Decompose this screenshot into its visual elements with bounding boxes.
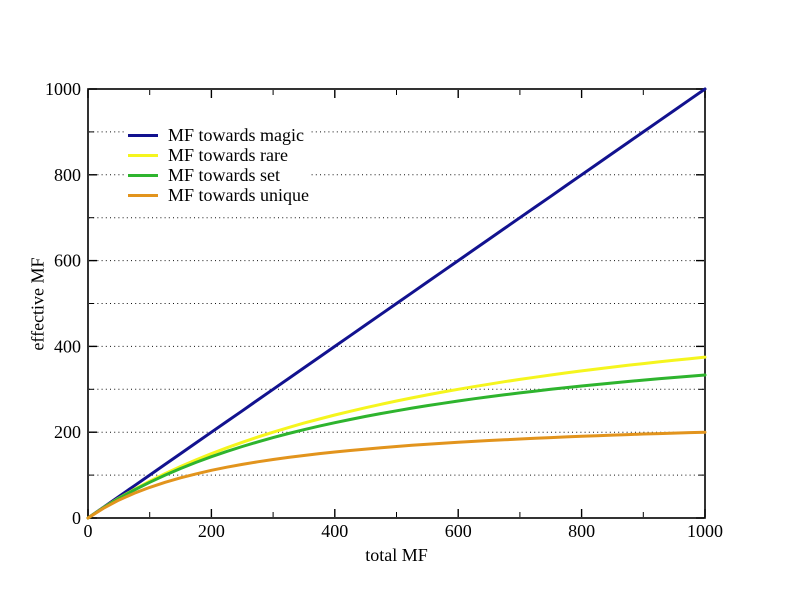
x-tick-label: 800 (568, 521, 595, 541)
y-tick-label: 1000 (45, 79, 81, 99)
legend-line-rare-icon (128, 153, 158, 157)
x-axis-title: total MF (365, 545, 428, 565)
legend: MF towards magic MF towards rare MF towa… (125, 125, 309, 205)
legend-item-unique: MF towards unique (125, 185, 309, 205)
legend-label-unique: MF towards unique (168, 185, 309, 205)
plot-border (87, 88, 706, 519)
x-tick-label: 0 (84, 521, 93, 541)
y-tick-label: 200 (54, 422, 81, 442)
legend-label-magic: MF towards magic (168, 125, 304, 145)
legend-line-set-icon (128, 173, 158, 177)
series-line-unique (86, 430, 707, 520)
legend-item-rare: MF towards rare (125, 145, 309, 165)
legend-item-magic: MF towards magic (125, 125, 309, 145)
series-line-rare (86, 355, 707, 520)
legend-item-set: MF towards set (125, 165, 309, 185)
legend-label-rare: MF towards rare (168, 145, 288, 165)
y-tick-label: 800 (54, 165, 81, 185)
legend-label-set: MF towards set (168, 165, 280, 185)
y-tick-label: 600 (54, 251, 81, 271)
x-tick-label: 600 (445, 521, 472, 541)
y-tick-label: 400 (54, 336, 81, 356)
y-axis-title: effective MF (27, 257, 48, 351)
y-tick-label: 0 (72, 508, 81, 528)
series-line-magic (86, 87, 707, 520)
legend-line-unique-icon (128, 193, 158, 197)
x-tick-label: 200 (198, 521, 225, 541)
x-tick-label: 400 (321, 521, 348, 541)
series-line-set (86, 373, 707, 520)
legend-line-magic-icon (128, 133, 158, 137)
x-tick-label: 1000 (687, 521, 723, 541)
